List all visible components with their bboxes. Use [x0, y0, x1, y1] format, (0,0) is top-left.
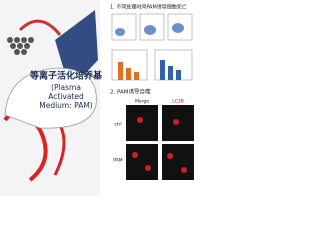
figure: 等离子活化培养基 (Plasma Activated Medium: PAM) …: [0, 0, 194, 196]
column-label: LC3B: [172, 99, 184, 105]
vessel: [18, 19, 62, 36]
results: 1. 不同处理时间PAM诱导细胞死亡 2. PAM诱导自噬 Merge LC3B…: [110, 4, 194, 180]
uterus: [53, 124, 66, 176]
row-label: PAM: [113, 158, 123, 164]
section-title: 2. PAM诱导自噬: [110, 88, 151, 96]
column-label: Merge: [135, 99, 149, 105]
callout-text: (Plasma: [51, 83, 81, 92]
illustration: 等离子活化培养基 (Plasma Activated Medium: PAM): [0, 0, 103, 196]
callout-text: Activated: [48, 92, 84, 101]
callout: [4, 67, 97, 129]
flow-dots: [115, 23, 184, 36]
callout-text: Medium: PAM): [39, 101, 93, 110]
cells: [7, 37, 34, 55]
flow-plots: [111, 13, 193, 41]
puncta: [132, 117, 187, 173]
callout-title: 等离子活化培养基: [29, 70, 103, 82]
bar-plots: [111, 49, 193, 81]
section-title: 1. 不同处理时间PAM诱导细胞死亡: [110, 4, 187, 11]
row-label: ctrl: [114, 122, 121, 128]
